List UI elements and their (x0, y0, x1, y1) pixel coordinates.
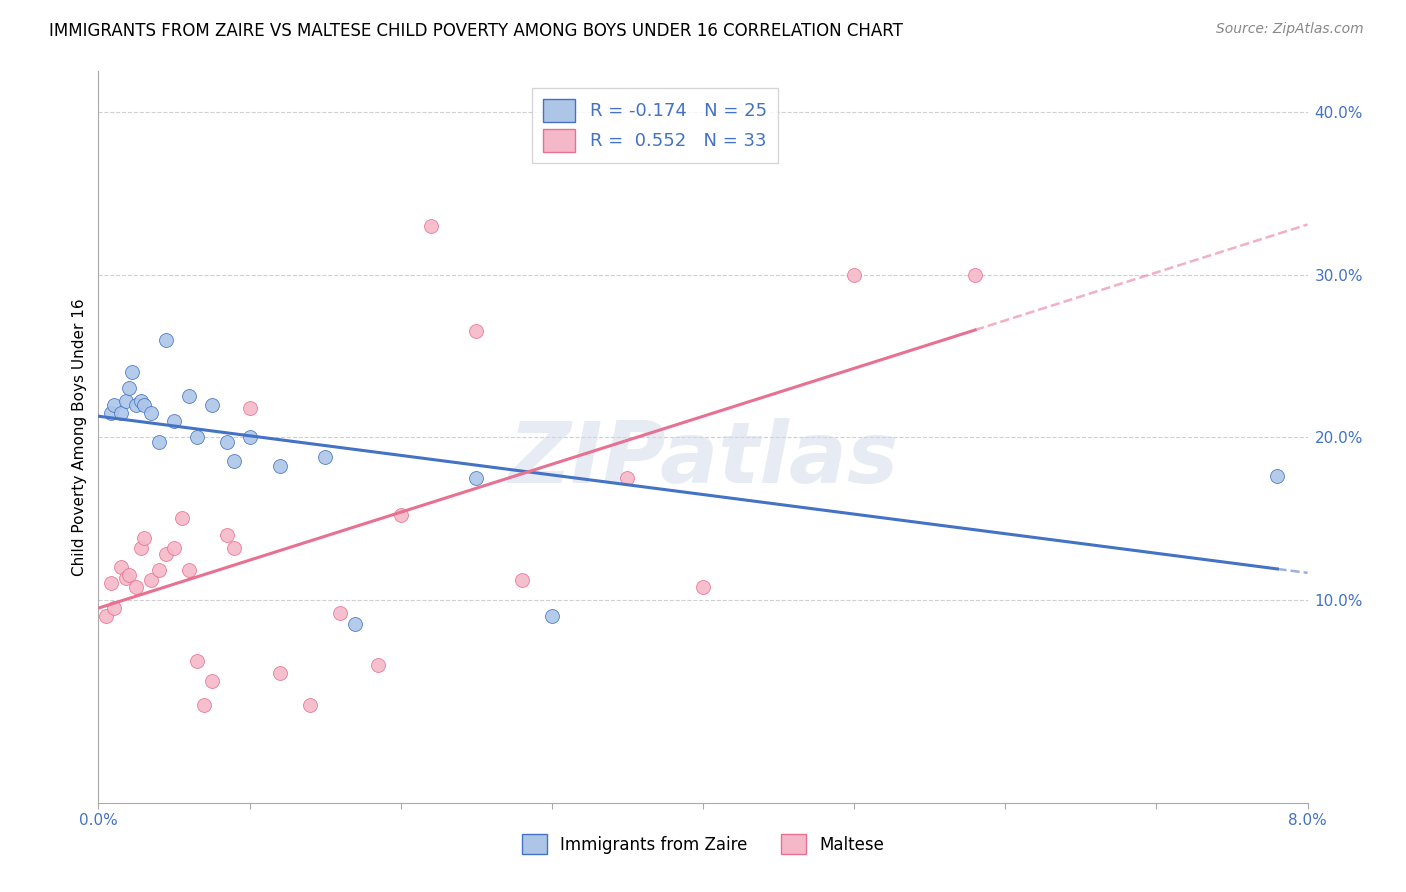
Point (100, 576, 122, 591)
Point (224, 454, 246, 468)
Point (141, 573, 163, 587)
Point (965, 268, 987, 282)
Point (155, 333, 177, 347)
Point (114, 394, 136, 409)
Point (103, 600, 125, 615)
Point (103, 398, 125, 412)
Point (329, 606, 352, 620)
Point (692, 580, 714, 594)
Point (314, 450, 336, 464)
Text: IMMIGRANTS FROM ZAIRE VS MALTESE CHILD POVERTY AMONG BOYS UNDER 16 CORRELATION C: IMMIGRANTS FROM ZAIRE VS MALTESE CHILD P… (49, 22, 903, 40)
Point (465, 325, 488, 339)
Point (186, 654, 208, 668)
Point (193, 698, 215, 713)
Point (125, 398, 148, 412)
Point (269, 459, 291, 474)
Point (94, 608, 117, 623)
Point (389, 508, 412, 522)
Y-axis label: Child Poverty Among Boys Under 16: Child Poverty Among Boys Under 16 (72, 298, 87, 576)
Point (367, 657, 389, 672)
Point (844, 268, 866, 282)
Point (110, 560, 132, 574)
Point (129, 394, 152, 409)
Point (239, 430, 262, 444)
Point (224, 541, 246, 555)
Point (170, 511, 193, 525)
Point (344, 617, 367, 632)
Point (100, 406, 122, 420)
Point (129, 541, 152, 555)
Point (155, 547, 177, 561)
Point (110, 406, 132, 420)
Point (132, 398, 155, 412)
Point (179, 389, 201, 403)
Point (114, 572, 136, 586)
Point (299, 698, 322, 713)
Point (118, 381, 141, 395)
Point (141, 406, 163, 420)
Point (510, 573, 533, 587)
Point (201, 398, 224, 412)
Point (179, 563, 201, 577)
Point (215, 434, 238, 449)
Point (148, 563, 170, 577)
Point (1267, 469, 1289, 483)
Point (215, 527, 238, 541)
Point (125, 580, 148, 594)
Point (132, 531, 155, 545)
Point (148, 434, 170, 449)
Point (121, 365, 143, 379)
Point (186, 430, 208, 444)
Point (163, 541, 186, 555)
Point (540, 608, 562, 623)
Point (201, 673, 224, 688)
Point (465, 471, 488, 485)
Text: ZIPatlas: ZIPatlas (508, 417, 898, 500)
Point (616, 471, 638, 485)
Point (420, 219, 443, 233)
Point (269, 665, 291, 680)
Legend: Immigrants from Zaire, Maltese: Immigrants from Zaire, Maltese (515, 828, 891, 860)
Point (163, 414, 186, 428)
Text: Source: ZipAtlas.com: Source: ZipAtlas.com (1216, 22, 1364, 37)
Point (239, 401, 262, 415)
Point (118, 568, 141, 582)
